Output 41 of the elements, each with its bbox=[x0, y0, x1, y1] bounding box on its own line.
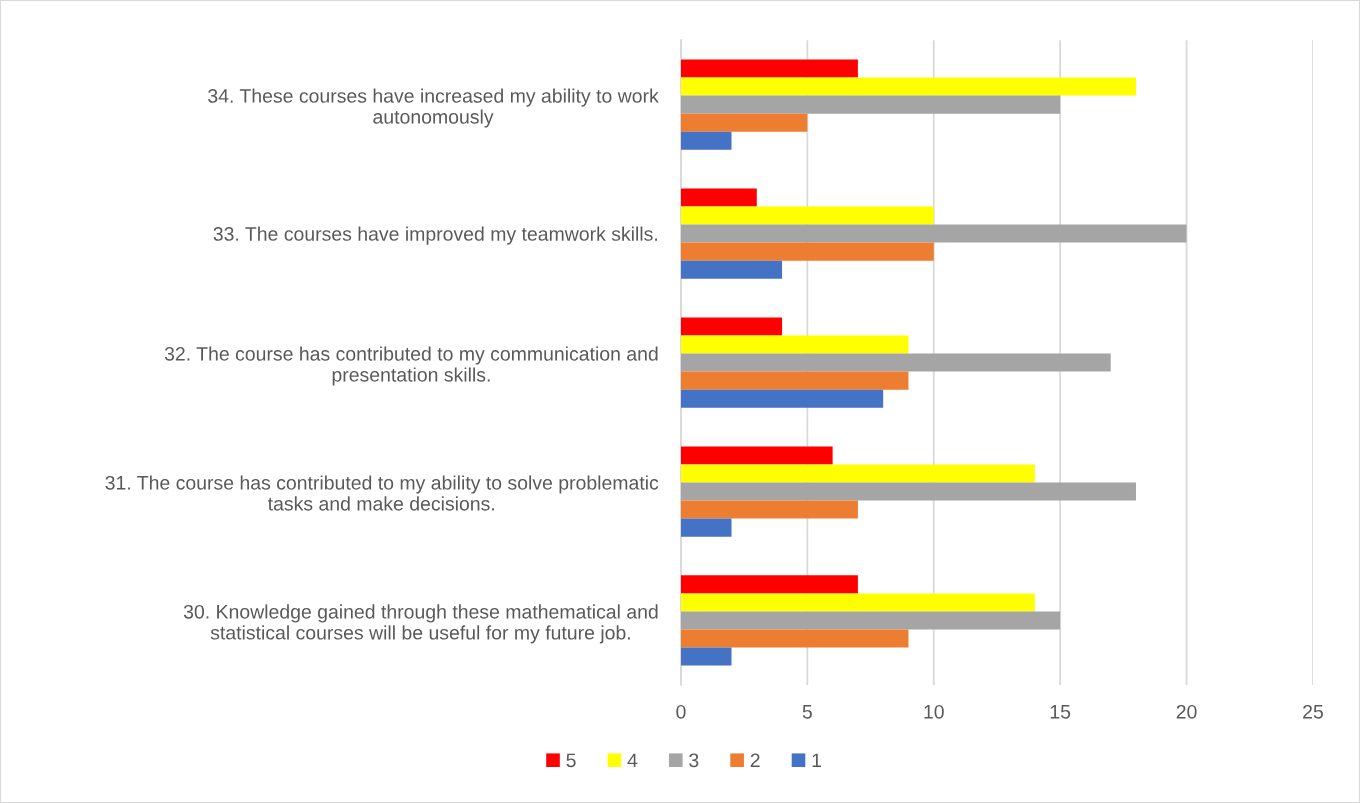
bar bbox=[680, 353, 1111, 372]
legend-label: 2 bbox=[750, 753, 760, 768]
bar bbox=[680, 593, 1035, 612]
legend-label: 4 bbox=[627, 753, 638, 768]
y-tick-label: 33. The courses have improved my teamwork skills. bbox=[213, 226, 657, 245]
y-tick-label: 31. The course has contributed to my ability to solve problematic tasks and make decisions. bbox=[105, 475, 659, 511]
y-tick-label: 32. The course has contributed to my communication and presentation skills. bbox=[164, 346, 658, 386]
bar bbox=[680, 317, 783, 336]
bar bbox=[680, 59, 858, 78]
x-tick-label: 20 bbox=[1176, 704, 1197, 719]
bar bbox=[680, 224, 1187, 243]
x-tick-label: 25 bbox=[1303, 704, 1323, 719]
bar bbox=[680, 575, 858, 594]
legend-label: 1 bbox=[812, 753, 821, 768]
bar bbox=[680, 242, 934, 261]
bar bbox=[680, 389, 884, 408]
bar bbox=[680, 131, 732, 150]
legend-label: 3 bbox=[689, 753, 699, 768]
bar bbox=[680, 464, 1035, 483]
bar bbox=[680, 482, 1136, 501]
y-tick-label: 34. These courses have increased my ability to work autonomously bbox=[208, 88, 659, 128]
bar bbox=[680, 335, 909, 354]
bar bbox=[680, 446, 833, 465]
x-tick-label: 5 bbox=[802, 705, 812, 719]
legend-label: 5 bbox=[566, 753, 576, 768]
bar bbox=[680, 188, 757, 207]
bar bbox=[680, 371, 909, 390]
x-tick-label: 0 bbox=[676, 704, 686, 719]
bar bbox=[680, 95, 1061, 114]
bar bbox=[680, 647, 732, 666]
bar bbox=[680, 500, 858, 519]
x-tick-label: 10 bbox=[924, 704, 944, 719]
bar bbox=[680, 611, 1061, 630]
bar bbox=[680, 206, 934, 225]
bar bbox=[680, 629, 909, 648]
bar bbox=[680, 113, 808, 132]
bar bbox=[680, 77, 1136, 96]
bar bbox=[680, 260, 783, 279]
bar bbox=[680, 518, 732, 537]
y-tick-label: 30. Knowledge gained through these mathematical and statistical courses will be useful for my future job. bbox=[183, 604, 658, 644]
x-tick-label: 15 bbox=[1050, 705, 1071, 719]
